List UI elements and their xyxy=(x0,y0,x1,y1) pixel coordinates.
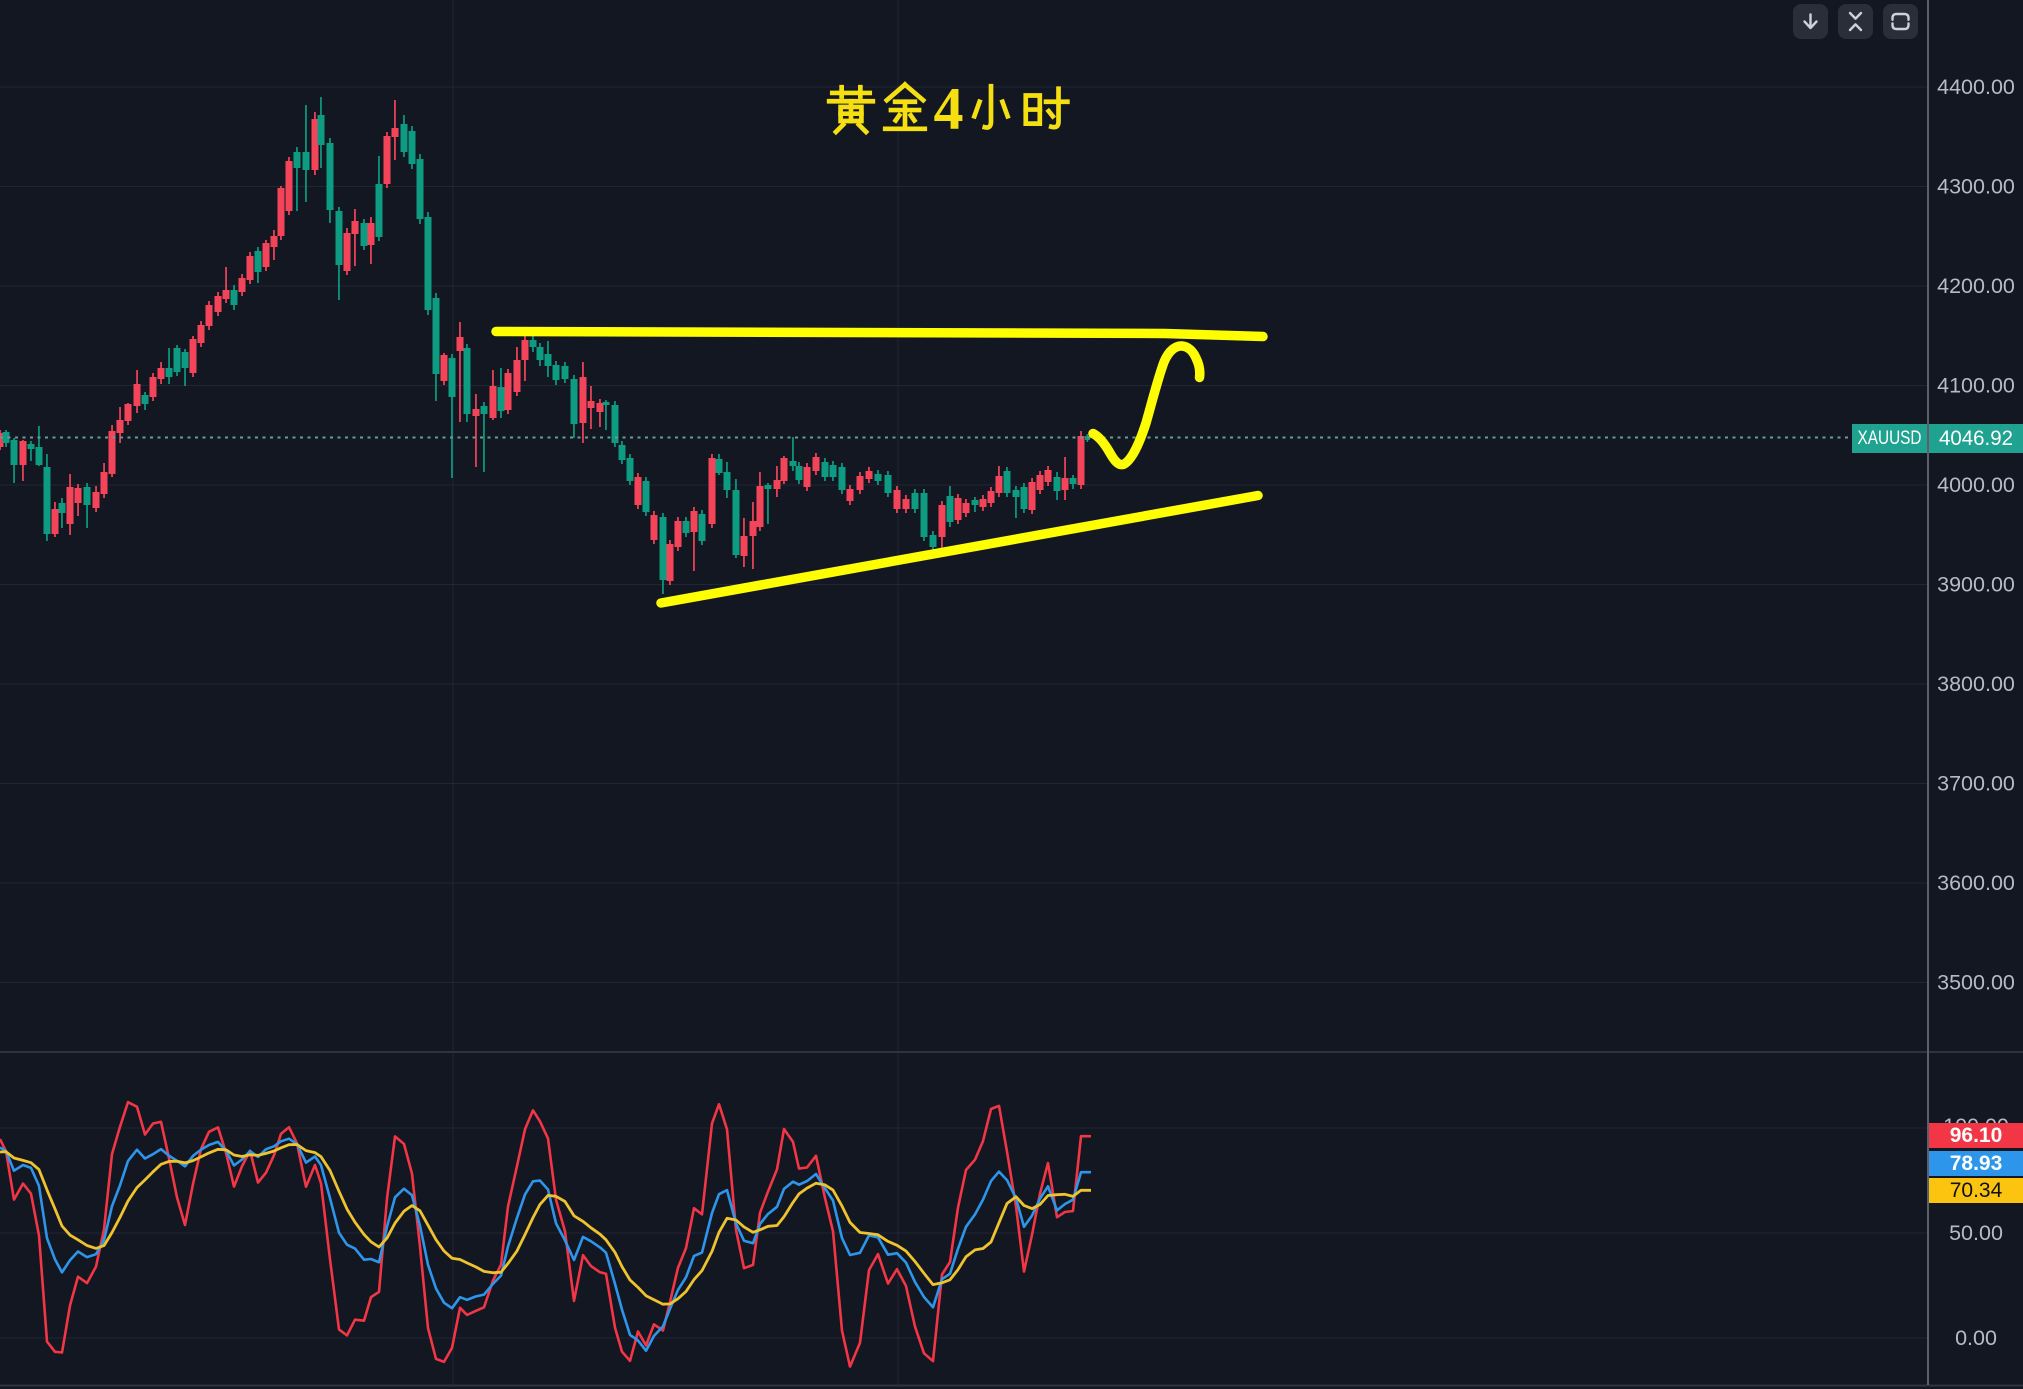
svg-text:4046.92: 4046.92 xyxy=(1939,427,2013,450)
svg-text:3800.00: 3800.00 xyxy=(1937,672,2015,696)
svg-text:XAUUSD: XAUUSD xyxy=(1858,428,1922,449)
svg-text:4100.00: 4100.00 xyxy=(1937,374,2015,398)
svg-text:70.34: 70.34 xyxy=(1950,1179,2003,1202)
svg-text:4400.00: 4400.00 xyxy=(1937,75,2015,99)
svg-text:50.00: 50.00 xyxy=(1949,1221,2003,1245)
svg-text:3600.00: 3600.00 xyxy=(1937,871,2015,895)
svg-text:3500.00: 3500.00 xyxy=(1937,971,2015,995)
svg-text:4300.00: 4300.00 xyxy=(1937,175,2015,199)
svg-text:78.93: 78.93 xyxy=(1950,1152,2003,1175)
svg-text:3700.00: 3700.00 xyxy=(1937,772,2015,796)
svg-text:4000.00: 4000.00 xyxy=(1937,473,2015,497)
svg-text:4: 4 xyxy=(934,76,964,142)
svg-text:4200.00: 4200.00 xyxy=(1937,274,2015,298)
svg-text:96.10: 96.10 xyxy=(1950,1124,2003,1147)
svg-text:3900.00: 3900.00 xyxy=(1937,573,2015,597)
svg-text:0.00: 0.00 xyxy=(1955,1326,1997,1350)
